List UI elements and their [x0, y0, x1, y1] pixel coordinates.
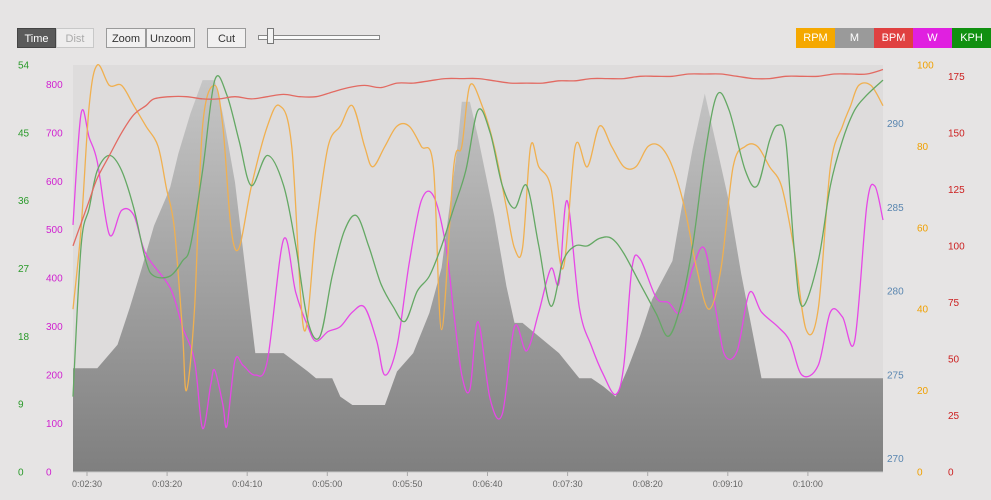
- y-tick-kph: 45: [18, 128, 30, 139]
- x-tick-label: 0:10:00: [793, 479, 823, 489]
- y-tick-w: 100: [46, 419, 63, 430]
- range-slider-handle[interactable]: [267, 28, 275, 44]
- y-tick-kph: 27: [18, 264, 30, 275]
- y-tick-kph: 36: [18, 196, 30, 207]
- dist-button[interactable]: Dist: [56, 28, 94, 48]
- y-tick-rpm: 100: [917, 61, 934, 72]
- y-tick-kph: 0: [18, 468, 24, 479]
- range-slider-track[interactable]: [258, 35, 380, 40]
- y-tick-w: 0: [46, 468, 52, 479]
- x-tick-label: 0:06:40: [472, 479, 502, 489]
- time-button[interactable]: Time: [17, 28, 56, 48]
- series-bpm-line: [72, 68, 884, 247]
- y-tick-bpm: 100: [948, 241, 965, 252]
- y-tick-w: 300: [46, 322, 63, 333]
- legend-w[interactable]: W: [913, 28, 952, 48]
- series-m-area: [73, 80, 883, 472]
- y-tick-rpm: 0: [917, 468, 923, 479]
- x-tick-label: 0:08:20: [633, 479, 663, 489]
- y-tick-rpm: 40: [917, 305, 929, 316]
- y-tick-bpm: 125: [948, 185, 965, 196]
- y-tick-kph: 54: [18, 61, 30, 72]
- y-tick-kph: 9: [18, 400, 24, 411]
- y-tick-m: 275: [887, 370, 904, 381]
- y-tick-bpm: 50: [948, 354, 960, 365]
- y-tick-bpm: 150: [948, 128, 965, 139]
- y-tick-w: 600: [46, 177, 63, 188]
- series-kph-line: [72, 75, 884, 397]
- y-tick-m: 270: [887, 454, 904, 465]
- y-tick-bpm: 25: [948, 411, 960, 422]
- y-tick-rpm: 60: [917, 223, 929, 234]
- x-tick-label: 0:02:30: [72, 479, 102, 489]
- y-tick-w: 500: [46, 225, 63, 236]
- x-tick-label: 0:03:20: [152, 479, 182, 489]
- legend-m[interactable]: M: [835, 28, 874, 48]
- y-tick-rpm: 20: [917, 386, 929, 397]
- y-tick-w: 200: [46, 371, 63, 382]
- y-tick-bpm: 0: [948, 468, 954, 479]
- y-tick-m: 290: [887, 119, 904, 130]
- x-tick-label: 0:05:50: [392, 479, 422, 489]
- y-tick-m: 280: [887, 287, 904, 298]
- y-tick-w: 400: [46, 274, 63, 285]
- y-tick-m: 285: [887, 203, 904, 214]
- y-tick-w: 800: [46, 80, 63, 91]
- axis-layer: 0:02:30 0:03:20 0:04:10 0:05:00 0:05:50 0:06:…: [18, 61, 965, 490]
- legend-rpm[interactable]: RPM: [796, 28, 835, 48]
- y-tick-w: 700: [46, 128, 63, 139]
- toolbar: Time Dist Zoom Unzoom Cut RPM M BPM W KP…: [0, 0, 991, 56]
- x-tick-label: 0:07:30: [553, 479, 583, 489]
- unzoom-button[interactable]: Unzoom: [146, 28, 195, 48]
- legend-kph[interactable]: KPH: [952, 28, 991, 48]
- y-tick-bpm: 75: [948, 298, 960, 309]
- x-tick-label: 0:09:10: [713, 479, 743, 489]
- series-layer: [72, 64, 884, 472]
- legend-bpm[interactable]: BPM: [874, 28, 913, 48]
- y-tick-kph: 18: [18, 332, 30, 343]
- zoom-button[interactable]: Zoom: [106, 28, 146, 48]
- x-tick-label: 0:04:10: [232, 479, 262, 489]
- series-rpm-line: [72, 64, 884, 392]
- y-tick-rpm: 80: [917, 142, 929, 153]
- cut-button[interactable]: Cut: [207, 28, 246, 48]
- y-tick-bpm: 175: [948, 72, 965, 83]
- x-tick-label: 0:05:00: [312, 479, 342, 489]
- series-w-line: [72, 109, 884, 430]
